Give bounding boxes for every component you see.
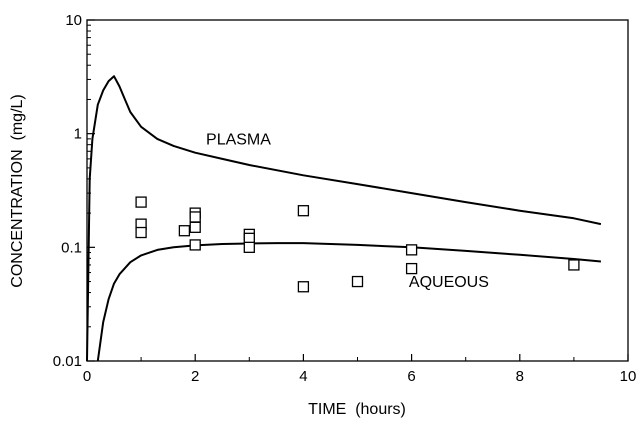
data-point [297,205,310,217]
data-point [243,241,255,253]
data-point [297,281,310,293]
x-tick-label: 10 [620,368,637,385]
y-axis-title: CONCENTRATION (mg/L) [9,94,26,287]
data-point [135,196,147,208]
x-axis-title: TIME (hours) [308,401,406,418]
data-point [189,239,201,251]
series-lines [86,75,602,362]
data-point [568,259,580,271]
series-annotation: PLASMA [206,132,271,149]
data-point [189,221,201,233]
y-tick-label: 10 [65,12,82,29]
data-point [405,262,418,275]
x-tick-label: 8 [516,368,524,385]
series-annotation: AQUEOUS [409,274,489,291]
y-tick-label: 1 [74,126,82,143]
annotations: PLASMA AQUEOUS [206,132,489,291]
series-line-0 [86,75,602,362]
data-point [189,211,201,223]
x-tick-label: 6 [407,368,415,385]
y-tick-label: 0.1 [61,239,82,256]
y-tick-label: 0.01 [53,353,82,370]
axis-ticks: 0 2 4 6 8 10 0.01 0.1 1 10 [53,12,637,385]
x-tick-label: 0 [83,368,91,385]
data-markers [135,196,580,293]
plot-frame [86,19,629,362]
data-point [351,275,364,288]
data-point [135,226,147,239]
data-point [178,225,191,237]
x-tick-label: 4 [299,368,307,385]
data-point [405,244,418,256]
series-line-1 [96,242,601,362]
x-tick-label: 2 [191,368,199,385]
